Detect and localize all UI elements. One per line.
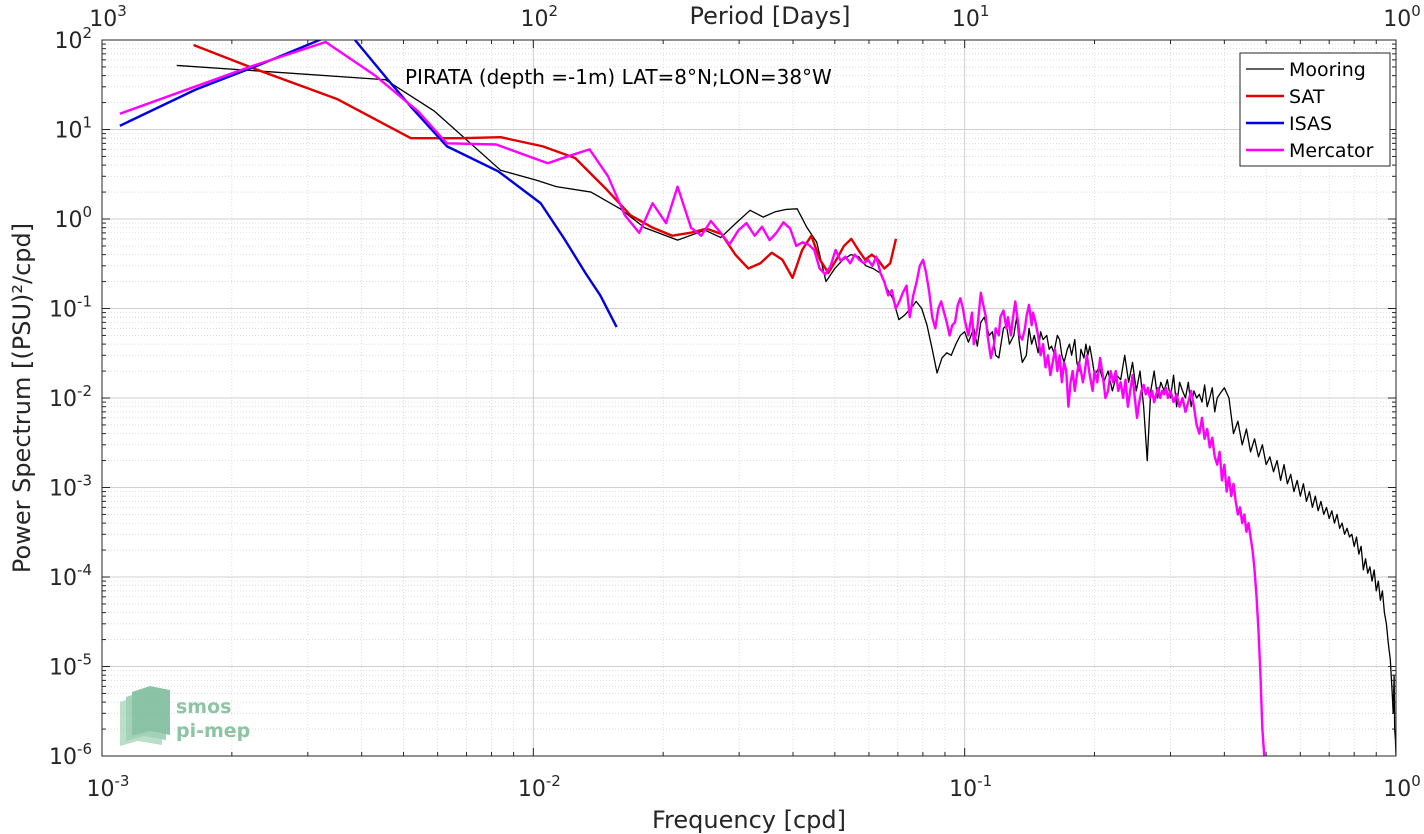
x-axis-label: Frequency [cpd] <box>652 806 846 834</box>
y-tick-label: 102 <box>54 24 92 54</box>
x-tick-label: 10-1 <box>949 772 992 802</box>
legend-label-mercator: Mercator <box>1289 140 1374 162</box>
logo-text-pi-mep: pi-mep <box>176 720 250 742</box>
x-tick-label: 100 <box>1383 772 1421 802</box>
legend-label-sat: SAT <box>1289 86 1325 108</box>
logo-text-smos: smos <box>176 696 231 718</box>
top-tick-label: 100 <box>1383 2 1421 32</box>
y-tick-label: 10-6 <box>49 740 92 770</box>
top-tick-label: 102 <box>521 2 559 32</box>
top-x-axis-label: Period [Days] <box>689 2 850 30</box>
y-tick-label: 10-2 <box>49 382 92 412</box>
x-tick-label: 10-3 <box>87 772 130 802</box>
chart-title: PIRATA (depth =-1m) LAT=8°N;LON=38°W <box>405 65 832 89</box>
smos-pi-mep-logo: smos pi-mep <box>120 686 250 746</box>
top-tick-label: 103 <box>89 2 127 32</box>
y-tick-label: 101 <box>54 114 92 144</box>
series-line-mercator <box>119 40 1266 756</box>
series-layer <box>119 40 1396 756</box>
y-tick-label: 10-1 <box>49 293 92 323</box>
series-line-sat <box>193 43 898 280</box>
y-tick-label: 10-5 <box>49 651 92 681</box>
logo-wave-icon <box>120 686 170 746</box>
legend-label-isas: ISAS <box>1289 113 1332 135</box>
legend-box <box>1239 52 1391 167</box>
y-axis-label: Power Spectrum [(PSU)²/cpd] <box>8 223 36 573</box>
top-tick-label: 101 <box>952 2 990 32</box>
y-tick-label: 100 <box>54 203 92 233</box>
y-tick-label: 10-4 <box>49 561 92 591</box>
x-tick-label: 10-2 <box>518 772 561 802</box>
legend: Mooring SAT ISAS Mercator <box>1239 52 1391 167</box>
y-tick-label: 10-3 <box>49 472 92 502</box>
legend-label-mooring: Mooring <box>1289 59 1366 81</box>
